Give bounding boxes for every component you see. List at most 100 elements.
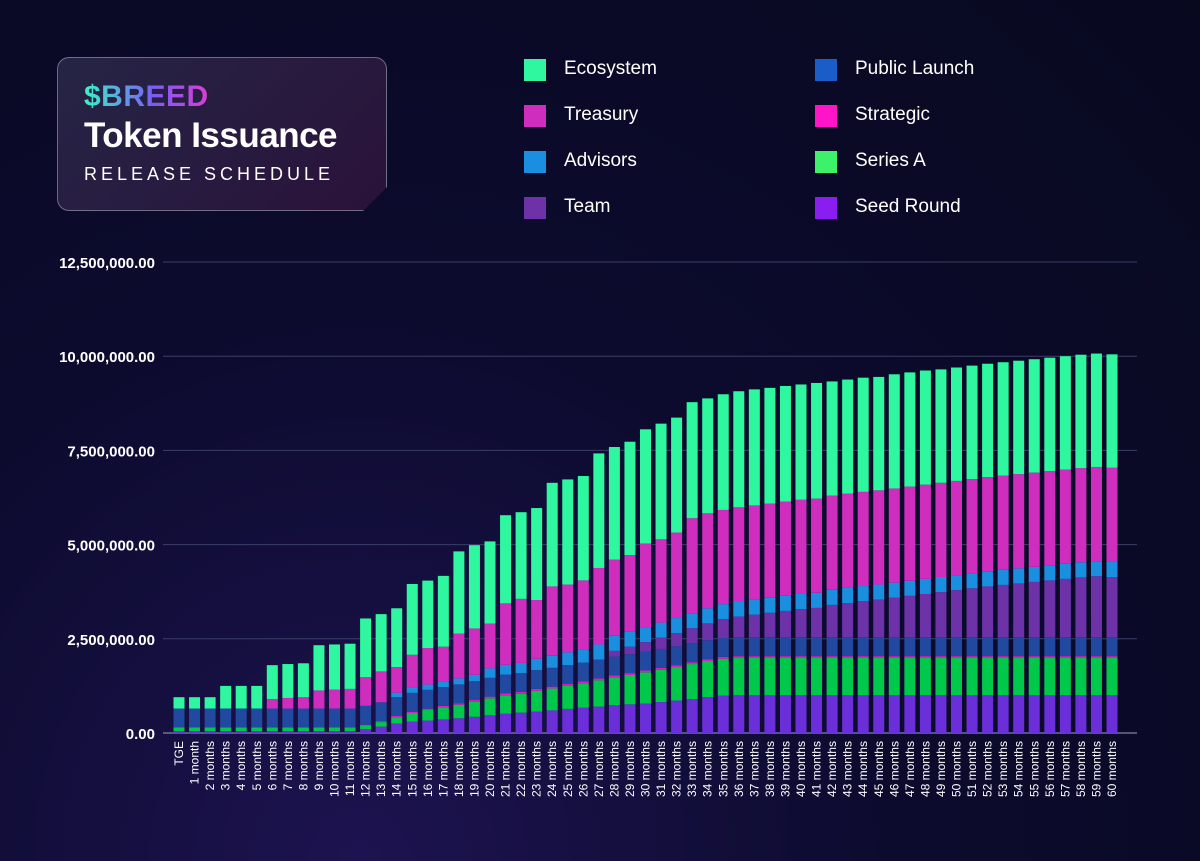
bar-segment [406, 687, 418, 693]
bar-segment [1106, 561, 1118, 578]
bar-segment [764, 637, 776, 657]
bar-segment [282, 697, 294, 709]
bar-segment [1106, 467, 1118, 562]
bar-segment [655, 637, 667, 649]
bar-segment [857, 695, 869, 733]
bar-segment [702, 640, 714, 660]
bar-segment [1059, 356, 1071, 470]
bar-segment [873, 637, 885, 657]
bar-segment [857, 586, 869, 602]
bar-segment [671, 700, 683, 733]
bar-segment [437, 705, 449, 708]
bar-segment [1028, 472, 1040, 567]
bar-segment [951, 637, 962, 657]
bar-segment [608, 635, 620, 651]
bar-segment [391, 667, 403, 693]
x-tick-label: TGE [172, 741, 186, 766]
bar-segment [1028, 656, 1040, 659]
bar-segment [515, 712, 527, 733]
bar-segment [608, 559, 620, 636]
x-tick-label: 11 months [343, 741, 357, 796]
bar-segment [842, 656, 854, 659]
bar-segment [1013, 695, 1025, 733]
bar-segment [811, 382, 823, 499]
bar-segment [733, 616, 745, 638]
x-tick-label: 37 months [747, 741, 761, 797]
bar-segment [422, 648, 434, 685]
bar-segment [360, 705, 372, 725]
bar-segment [546, 710, 558, 733]
bar-segment [484, 715, 496, 733]
bar-segment [515, 693, 527, 713]
bar-segment [873, 376, 885, 491]
bar-segment [282, 727, 294, 732]
bar-segment [1090, 658, 1102, 696]
bar-segment [391, 717, 403, 724]
bar-segment [406, 713, 418, 722]
bar-segment [282, 708, 294, 728]
bar-segment [733, 391, 745, 508]
bar-segment [951, 575, 962, 591]
x-tick-label: 36 months [732, 741, 746, 797]
bar-segment [748, 695, 760, 733]
bar-segment [919, 695, 931, 733]
bar-segment [1059, 658, 1071, 696]
bar-segment [919, 637, 931, 657]
bar-segment [982, 477, 994, 572]
x-tick-label: 35 months [716, 741, 730, 797]
bar-segment [515, 512, 527, 599]
bar-segment [904, 637, 916, 657]
bar-segment [795, 656, 807, 659]
bar-segment [531, 688, 543, 691]
bar-segment [391, 608, 403, 668]
bar-segment [873, 490, 885, 585]
bar-segment [702, 398, 714, 514]
bar-segment [655, 648, 667, 668]
bar-segment [266, 665, 278, 700]
y-tick-label: 0.00 [126, 726, 155, 743]
bar-segment [655, 669, 667, 703]
bar-segment [748, 505, 760, 600]
bar-segment [562, 665, 574, 685]
bar-segment [779, 656, 791, 659]
bar-segment [577, 683, 589, 708]
bar-segment [888, 374, 900, 489]
bar-segment [562, 685, 574, 709]
bar-segment [904, 595, 916, 638]
x-tick-label: 14 months [390, 741, 404, 797]
bar-segment [717, 604, 729, 620]
bar-segment [468, 716, 480, 733]
brand-logo: $BREED [84, 80, 209, 113]
bar-segment [671, 646, 683, 666]
bar-segment [997, 569, 1009, 585]
bar-segment [173, 697, 185, 709]
bar-segment [702, 659, 714, 662]
bar-segment [577, 681, 589, 684]
bar-segment [297, 663, 309, 698]
bar-segment [453, 704, 465, 719]
bar-segment [811, 607, 823, 638]
bar-segment [437, 707, 449, 720]
x-tick-label: 3 months [219, 741, 233, 790]
bar-segment [997, 637, 1009, 657]
bar-segment [562, 479, 574, 585]
bar-segment [500, 674, 512, 694]
x-tick-label: 24 months [545, 741, 559, 797]
x-tick-label: 33 months [685, 741, 699, 797]
bar-segment [1013, 658, 1025, 696]
bar-segment [1059, 563, 1071, 579]
bar-segment [1013, 637, 1025, 657]
y-tick-label: 5,000,000.00 [67, 538, 155, 555]
bar-segment [1059, 637, 1071, 657]
bar-segment [919, 658, 931, 696]
bar-segment [951, 658, 962, 696]
bar-segment [1075, 577, 1087, 638]
bar-segment [235, 727, 247, 732]
x-tick-label: 34 months [701, 741, 715, 797]
bar-segment [515, 598, 527, 663]
bar-segment [546, 586, 558, 656]
bar-segment [873, 599, 885, 638]
bar-segment [733, 656, 745, 659]
bar-segment [1028, 637, 1040, 657]
bar-segment [608, 656, 620, 676]
